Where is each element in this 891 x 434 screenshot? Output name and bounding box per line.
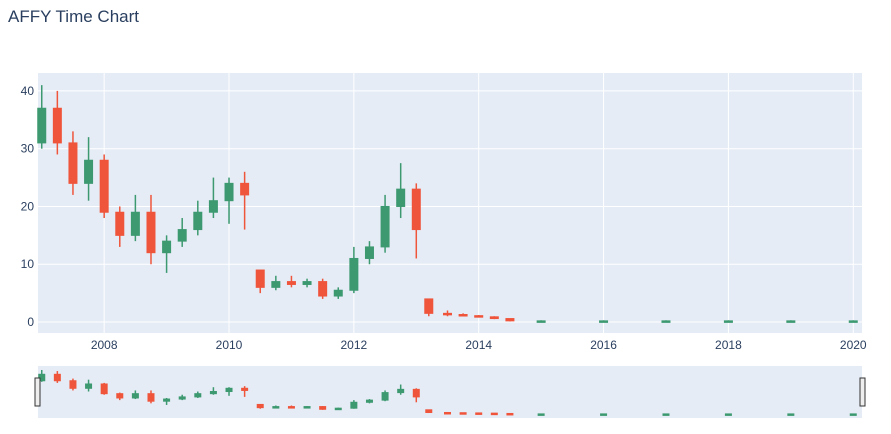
candle-body	[193, 211, 203, 231]
candle-body	[723, 320, 733, 323]
candle-body	[162, 240, 172, 254]
slider-candle-body	[724, 413, 732, 416]
candle-body	[302, 281, 312, 285]
slider-candle-body	[397, 388, 405, 394]
candle-body	[349, 257, 359, 291]
candle-body	[396, 188, 406, 207]
candle-body	[786, 320, 796, 323]
slider-candle-body	[53, 373, 61, 382]
y-tick-label: 0	[27, 315, 34, 329]
slider-candle-body	[209, 391, 217, 395]
x-tick-label: 2018	[715, 338, 742, 352]
candle-body	[255, 269, 265, 288]
slider-candle-body	[475, 412, 483, 415]
candle-body	[52, 107, 62, 144]
slider-candle-body	[272, 406, 280, 409]
candle-body	[37, 107, 47, 144]
slider-candle-body	[194, 393, 202, 398]
candle-body	[146, 211, 156, 254]
slider-candle-body	[444, 411, 452, 415]
candle-body	[271, 281, 281, 288]
slider-handle[interactable]	[859, 377, 866, 407]
candle-body	[458, 314, 468, 317]
candle-body	[364, 246, 374, 259]
candle-body	[286, 281, 296, 285]
slider-candle-body	[147, 393, 155, 402]
candle-body	[68, 142, 78, 184]
range-slider[interactable]	[38, 366, 862, 418]
slider-candle-body	[163, 398, 171, 402]
y-tick-label: 40	[21, 84, 35, 98]
slider-handle[interactable]	[34, 377, 41, 407]
candle-body	[661, 320, 671, 323]
candle-body	[505, 318, 515, 322]
slider-candle-body	[178, 396, 186, 400]
candle-body	[84, 159, 94, 184]
slider-candle-body	[365, 399, 373, 403]
slider-candle-body	[303, 406, 311, 409]
x-tick-label: 2008	[91, 338, 118, 352]
slider-candle-body	[287, 406, 295, 409]
slider-candle-body	[506, 412, 514, 416]
candle-body	[177, 229, 187, 242]
slider-candle-body	[85, 383, 93, 389]
candle-body	[115, 211, 125, 236]
candle-body	[443, 312, 453, 316]
candle-body	[208, 200, 218, 213]
plot-area	[38, 73, 862, 333]
slider-candle-body	[256, 403, 264, 409]
slider-candle-body	[849, 413, 857, 416]
slider-candle-body	[350, 401, 358, 409]
slider-candle-body	[69, 380, 77, 389]
slider-candle-body	[490, 412, 498, 416]
slider-candle-body	[131, 393, 139, 399]
y-tick-label: 30	[21, 142, 35, 156]
x-tick-label: 2020	[840, 338, 867, 352]
slider-candle-body	[412, 388, 420, 398]
candle-body	[489, 316, 499, 320]
x-tick-label: 2010	[216, 338, 243, 352]
slider-candle-body	[100, 383, 108, 395]
candle-body	[333, 289, 343, 297]
candle-body	[380, 205, 390, 248]
candle-body	[848, 320, 858, 323]
y-tick-label: 10	[21, 257, 35, 271]
slider-candle-body	[662, 413, 670, 416]
candle-body	[99, 159, 109, 213]
candle-body	[224, 182, 234, 202]
candle-body	[318, 281, 328, 297]
candle-body	[411, 188, 421, 231]
slider-candle-body	[381, 392, 389, 401]
slider-candle-body	[116, 393, 124, 399]
x-tick-label: 2014	[465, 338, 492, 352]
slider-candle-body	[241, 387, 249, 391]
candle-body	[599, 320, 609, 323]
x-tick-label: 2016	[590, 338, 617, 352]
candle-body	[240, 182, 250, 196]
candle-body	[424, 298, 434, 314]
slider-candle-body	[787, 413, 795, 416]
candle-body	[474, 315, 484, 318]
slider-candle-body	[459, 412, 467, 415]
slider-candle-body	[537, 413, 545, 416]
candle-body	[130, 211, 140, 236]
slider-candle-body	[225, 387, 233, 393]
chart-title: AFFY Time Chart	[8, 7, 139, 26]
slider-candle-body	[600, 413, 608, 416]
slider-candle-body	[334, 407, 342, 411]
slider-candle-body	[319, 406, 327, 410]
x-tick-label: 2012	[341, 338, 368, 352]
y-tick-label: 20	[21, 199, 35, 213]
slider-candle-body	[425, 409, 433, 413]
candle-body	[536, 320, 546, 323]
